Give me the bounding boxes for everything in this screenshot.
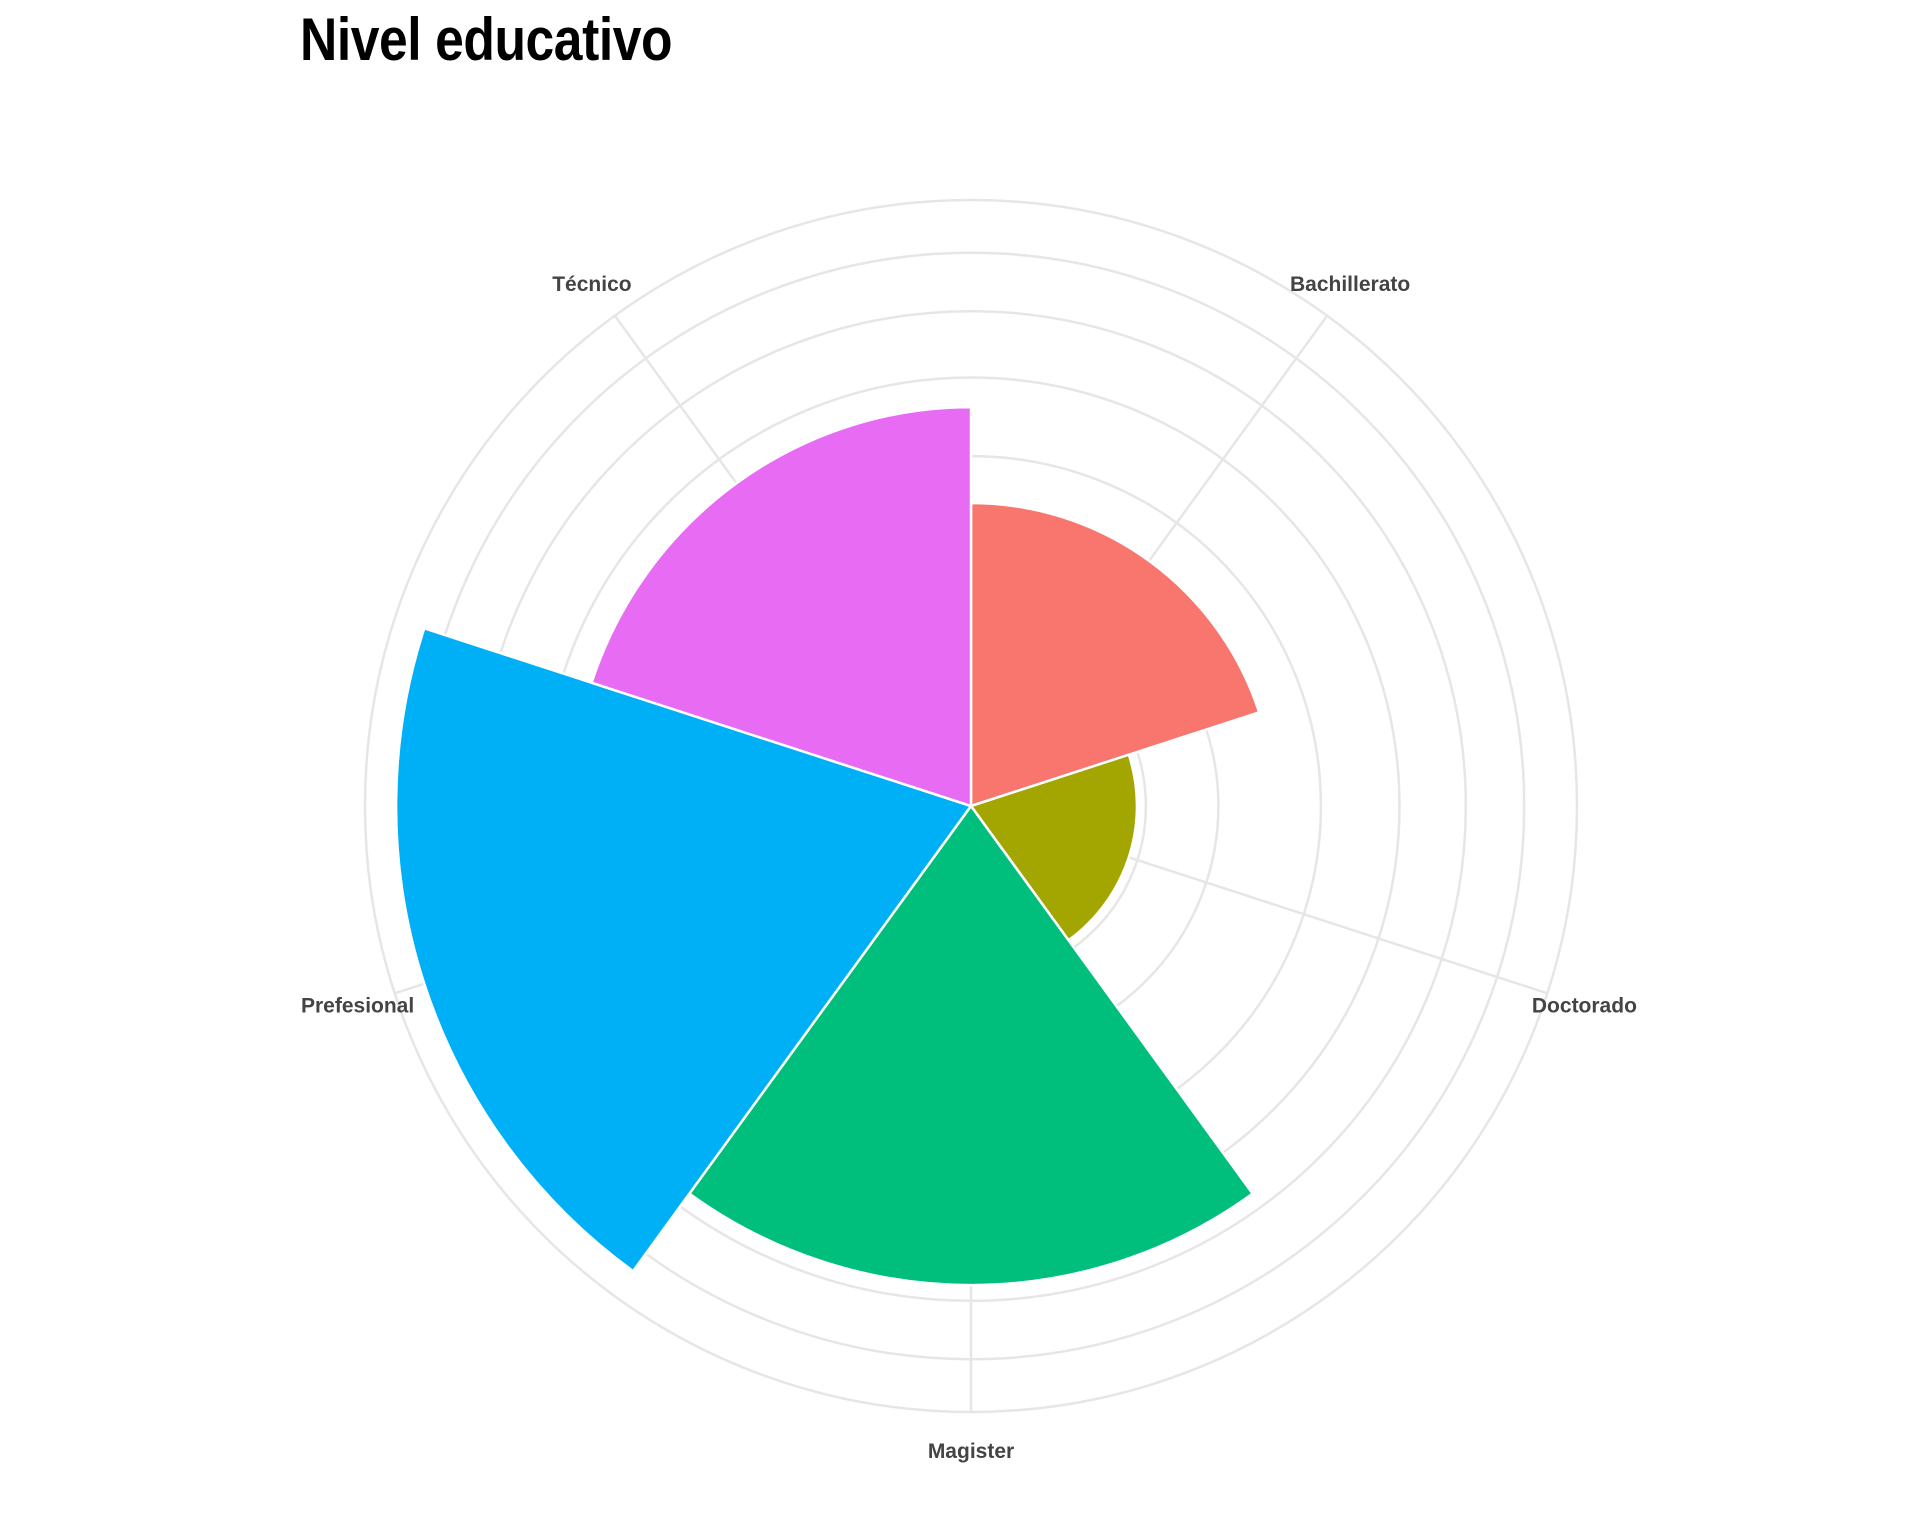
tick-label-bachillerato: Bachillerato	[1290, 273, 1410, 296]
slice-layer	[394, 405, 1261, 1287]
tick-label-doctorado: Doctorado	[1532, 994, 1637, 1017]
slice-magister	[687, 803, 1255, 1287]
slice-prefesional	[394, 626, 974, 1273]
tick-label-magister: Magister	[928, 1440, 1014, 1463]
label-layer: Bachillerato Doctorado Magister Prefesional…	[301, 273, 1637, 1463]
tick-label-prefesional: Prefesional	[301, 994, 414, 1017]
slice-bachillerato	[969, 501, 1261, 808]
slice-tecnico	[590, 405, 973, 808]
chart-title: Nivel educativo	[300, 6, 673, 73]
tick-label-tecnico: Técnico	[552, 273, 631, 296]
slice-doctorado	[968, 753, 1139, 943]
